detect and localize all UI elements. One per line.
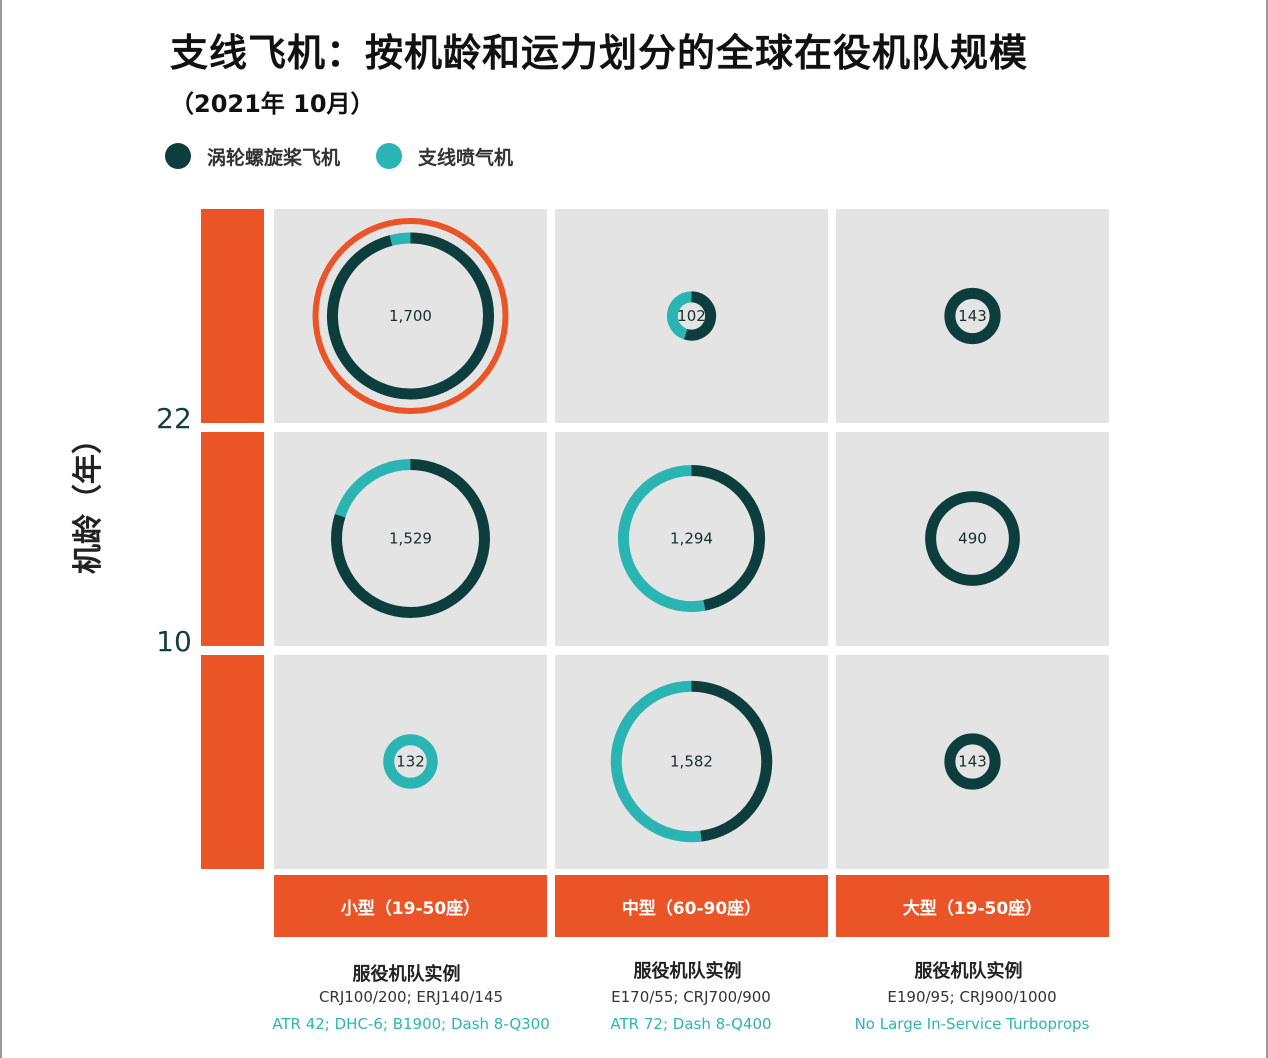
jet-arc-r2c1-1582 bbox=[610, 680, 702, 843]
value-label-r0c1-102: 102 bbox=[677, 307, 706, 325]
examples-heading-large: 服役机队实例 bbox=[914, 961, 1023, 982]
turboprop-arc-r0c2-143 bbox=[944, 287, 1001, 345]
jet-arc-r0c0-1700 bbox=[389, 232, 411, 246]
x-category-large: 大型（19-50座） bbox=[836, 875, 1109, 937]
jet-arc-r2c0-132 bbox=[383, 734, 438, 789]
turboprop-arc-r2c2-143 bbox=[944, 733, 1001, 790]
cell-medium-old bbox=[555, 209, 828, 423]
legend-item-jet: 支线喷气机 bbox=[376, 143, 513, 170]
turboprop-arc-r2c1-1582 bbox=[691, 680, 773, 842]
legend-label-turboprop: 涡轮螺旋桨飞机 bbox=[207, 146, 341, 169]
examples-heading-small: 服役机队实例 bbox=[352, 964, 461, 985]
examples-jets-small: CRJ100/200; ERJ140/145 bbox=[318, 988, 504, 1006]
legend: 涡轮螺旋桨飞机 支线喷气机 bbox=[165, 140, 549, 172]
cell-small-old bbox=[274, 209, 547, 423]
cell-large-new bbox=[836, 655, 1109, 869]
examples-jets-large: E190/95; CRJ900/1000 bbox=[887, 988, 1057, 1006]
examples-jets-medium: E170/55; CRJ700/900 bbox=[611, 988, 771, 1006]
value-label-r2c1-1582: 1,582 bbox=[670, 753, 713, 771]
turboprop-arc-r1c0-1529 bbox=[331, 459, 490, 618]
jet-arc-r1c1-1294 bbox=[618, 464, 706, 613]
turboprop-arc-r1c2-490 bbox=[925, 491, 1020, 586]
highlight-ring-r0c0-1700 bbox=[312, 218, 509, 414]
chart-title: 支线飞机：按机龄和运力划分的全球在役机队规模 bbox=[170, 31, 1029, 75]
x-category-medium: 中型（60-90座） bbox=[555, 875, 828, 937]
value-label-r1c1-1294: 1,294 bbox=[670, 530, 713, 548]
examples-turboprops-medium: ATR 72; Dash 8-Q400 bbox=[610, 1015, 772, 1033]
jet-arc-r0c1-102 bbox=[666, 291, 692, 340]
examples-turboprops-small: ATR 42; DHC-6; B1900; Dash 8-Q300 bbox=[272, 1015, 550, 1033]
legend-item-turboprop: 涡轮螺旋桨飞机 bbox=[165, 143, 340, 170]
cell-large-old bbox=[836, 209, 1109, 423]
legend-label-jet: 支线喷气机 bbox=[418, 146, 514, 169]
x-category-small: 小型（19-50座） bbox=[274, 875, 547, 937]
value-label-r0c0-1700: 1,700 bbox=[389, 307, 432, 325]
legend-swatch-jet bbox=[376, 143, 403, 169]
value-label-r1c2-490: 490 bbox=[958, 530, 987, 548]
examples-turboprops-large: No Large In-Service Turboprops bbox=[854, 1015, 1090, 1033]
value-label-r1c0-1529: 1,529 bbox=[389, 530, 432, 548]
value-label-r2c0-132: 132 bbox=[396, 753, 425, 771]
turboprop-arc-r0c1-102 bbox=[683, 291, 717, 341]
y-tick-10: 10 bbox=[156, 625, 192, 658]
chart-subtitle: （2021年 10月） bbox=[170, 90, 375, 118]
turboprop-arc-r1c1-1294 bbox=[691, 464, 766, 611]
value-label-r0c2-143: 143 bbox=[958, 307, 987, 325]
value-label-r2c2-143: 143 bbox=[958, 753, 987, 771]
jet-arc-r1c0-1529 bbox=[334, 459, 411, 518]
age-band-over-22 bbox=[201, 209, 264, 423]
cell-small-new bbox=[274, 655, 547, 869]
age-band-under-10 bbox=[201, 655, 264, 869]
left-border bbox=[0, 0, 2, 1058]
cell-large-mid bbox=[836, 432, 1109, 646]
y-tick-22: 22 bbox=[156, 402, 192, 435]
right-border bbox=[1266, 0, 1268, 1058]
legend-swatch-turboprop bbox=[165, 143, 191, 169]
turboprop-arc-r0c0-1700 bbox=[327, 232, 494, 400]
examples-heading-medium: 服役机队实例 bbox=[633, 961, 742, 982]
age-band-10-22 bbox=[201, 432, 264, 646]
